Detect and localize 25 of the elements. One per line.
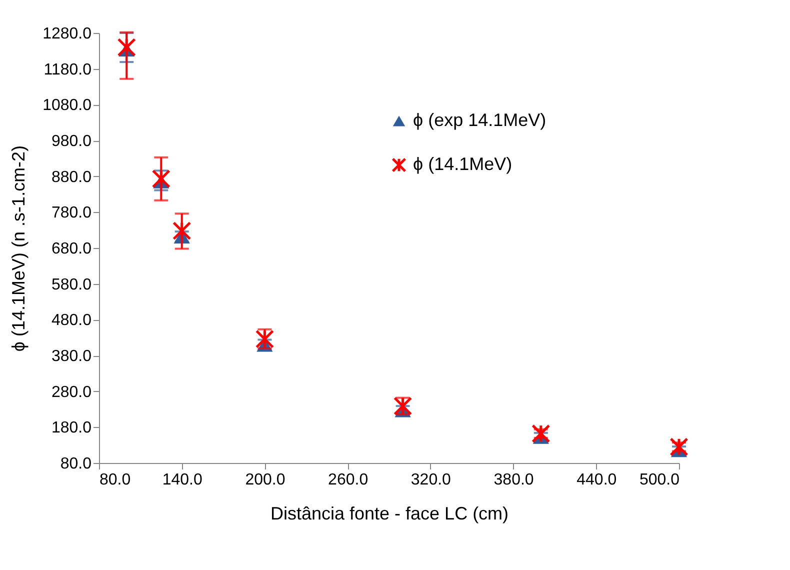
legend-label: ϕ (exp 14.1MeV) xyxy=(413,110,546,130)
x-tick-label: 380.0 xyxy=(494,472,534,488)
y-tick-label: 1180.0 xyxy=(44,61,92,78)
x-tick-label: 200.0 xyxy=(245,472,286,488)
y-tick-label: 80.0 xyxy=(60,456,92,472)
y-tick-label: 1280.0 xyxy=(42,26,92,42)
x-axis-title: Distância fonte - face LC (cm) xyxy=(270,504,509,524)
x-tick-label: 500.0 xyxy=(639,472,680,488)
y-tick-label: 480.0 xyxy=(51,312,92,330)
x-tick-label: 80.0 xyxy=(100,472,131,488)
y-tick-label: 880.0 xyxy=(51,168,92,186)
y-tick-label: 1080.0 xyxy=(42,97,92,114)
y-tick-label: 180.0 xyxy=(51,420,92,437)
y-tick-label: 980.0 xyxy=(51,133,92,150)
y-tick-label: 680.0 xyxy=(51,240,92,258)
y-tick-label: 380.0 xyxy=(51,348,92,365)
x-tick-label: 140.0 xyxy=(162,472,202,488)
y-axis-title: ϕ (14.1MeV) (n .s-1.cm-2) xyxy=(8,145,29,352)
x-tick-label: 440.0 xyxy=(576,472,617,488)
legend-label: ϕ (14.1MeV) xyxy=(413,154,512,174)
x-tick-label: 320.0 xyxy=(410,472,452,488)
y-tick-label: 780.0 xyxy=(51,204,92,222)
y-tick-label: 580.0 xyxy=(51,276,92,294)
x-tick-label: 260.0 xyxy=(328,472,368,488)
y-tick-label: 280.0 xyxy=(51,384,92,401)
